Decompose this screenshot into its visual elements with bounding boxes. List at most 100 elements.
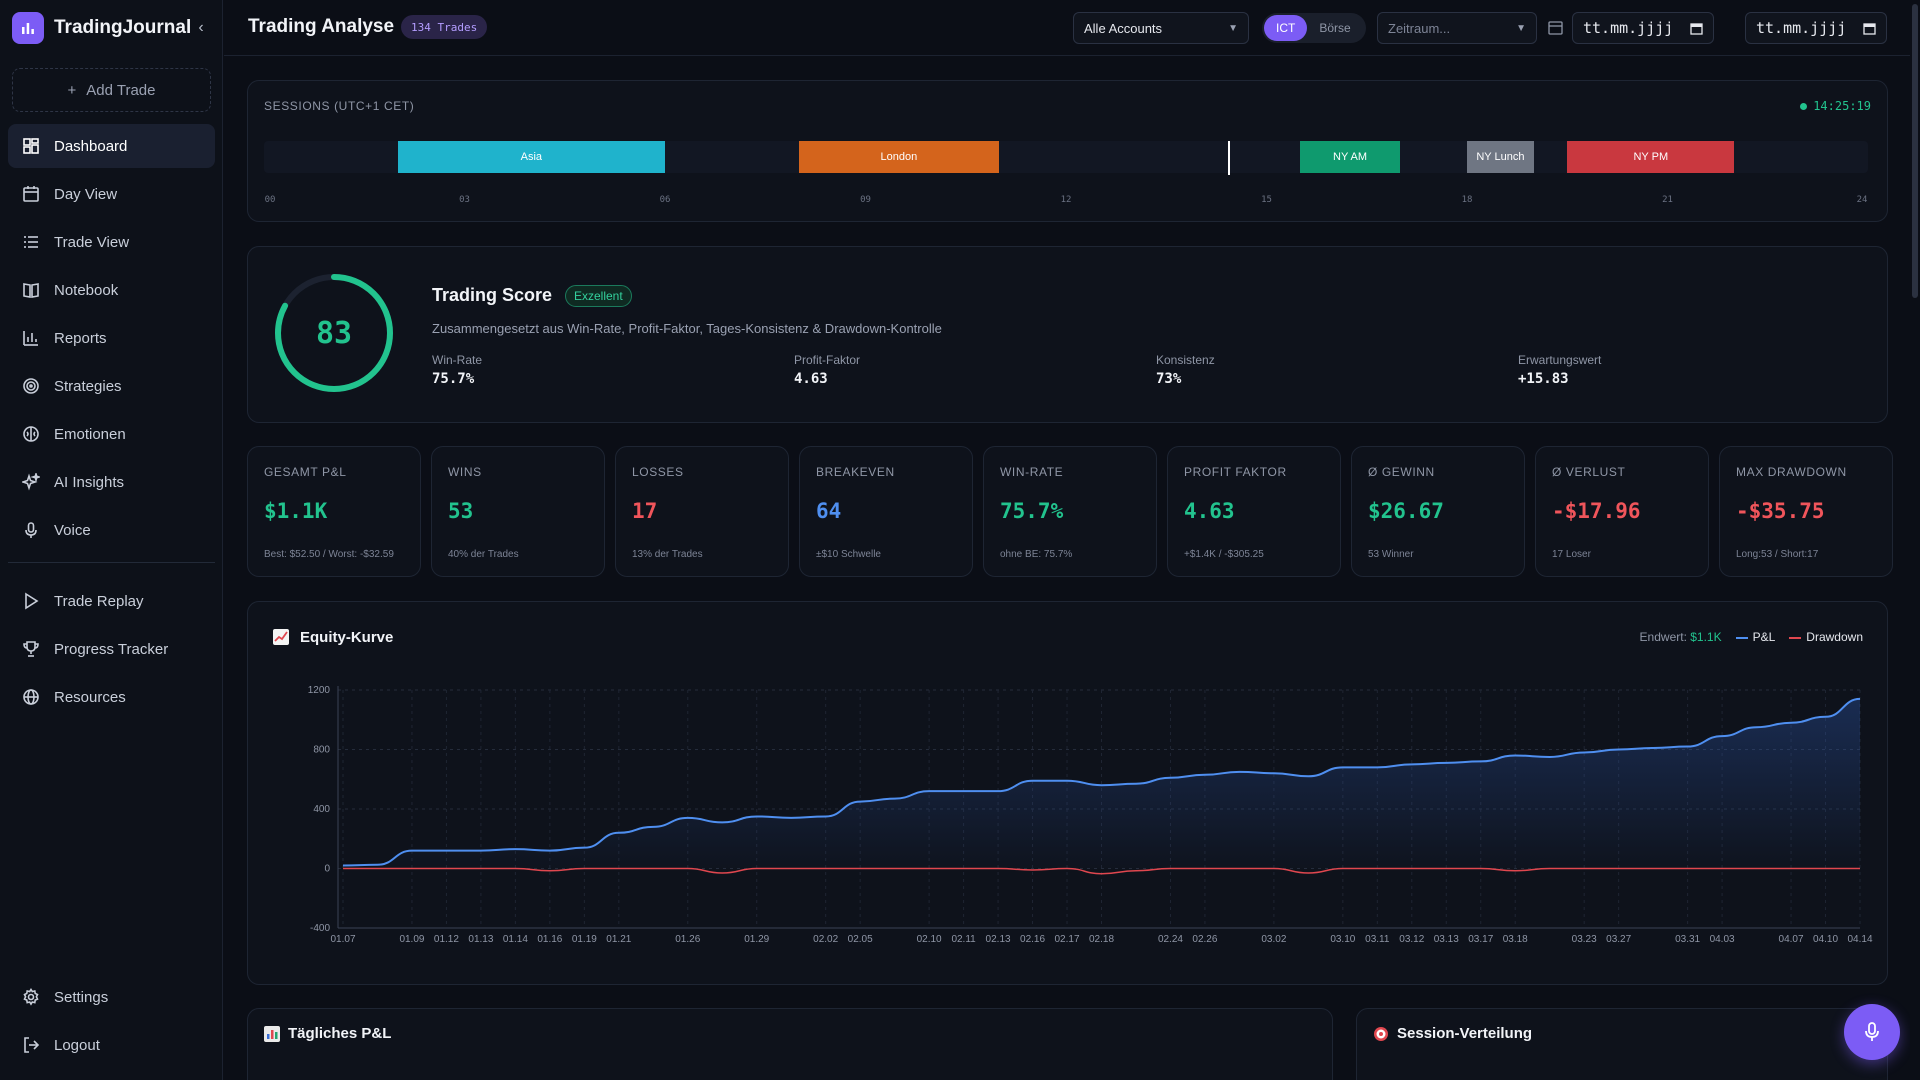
stat-subtext: 17 Loser bbox=[1552, 549, 1591, 560]
x-tick-label: 03.02 bbox=[1261, 934, 1286, 945]
chevron-left-icon[interactable]: ‹ bbox=[198, 19, 204, 36]
daily-pnl-title-text: Tägliches P&L bbox=[288, 1025, 392, 1042]
grid-icon bbox=[23, 138, 39, 154]
stat-subtext: Best: $52.50 / Worst: -$32.59 bbox=[264, 549, 394, 560]
brand[interactable]: TradingJournal bbox=[12, 12, 191, 44]
end-value-amount: $1.1K bbox=[1690, 630, 1722, 644]
sidebar-item-voice[interactable]: Voice bbox=[8, 508, 215, 552]
sidebar-item-strategies[interactable]: Strategies bbox=[8, 364, 215, 408]
chevron-down-icon: ▼ bbox=[1516, 22, 1526, 34]
x-tick-label: 03.23 bbox=[1572, 934, 1597, 945]
equity-title-text: Equity-Kurve bbox=[300, 628, 394, 646]
sidebar-item-trade-view[interactable]: Trade View bbox=[8, 220, 215, 264]
y-tick-label: 800 bbox=[313, 745, 330, 756]
account-select[interactable]: Alle Accounts ▼ bbox=[1073, 12, 1249, 44]
date-from-input[interactable]: tt.mm.jjjj bbox=[1572, 12, 1714, 44]
sidebar-item-resources[interactable]: Resources bbox=[8, 675, 215, 719]
stat-card-gewinn: Ø GEWINN $26.67 53 Winner bbox=[1351, 446, 1525, 577]
mic-icon bbox=[1865, 1022, 1879, 1041]
voice-fab-button[interactable] bbox=[1844, 1004, 1900, 1060]
sidebar-item-logout[interactable]: Logout bbox=[8, 1023, 215, 1067]
toggle-boerse[interactable]: Börse bbox=[1319, 21, 1351, 35]
session-dist-title-text: Session-Verteilung bbox=[1397, 1025, 1533, 1042]
logo-icon bbox=[12, 12, 44, 44]
y-tick-label: 0 bbox=[324, 864, 330, 875]
sidebar-item-ai-insights[interactable]: AI Insights bbox=[8, 460, 215, 504]
x-tick-label: 02.18 bbox=[1089, 934, 1114, 945]
sidebar-item-emotionen[interactable]: Emotionen bbox=[8, 412, 215, 456]
x-tick-label: 02.13 bbox=[986, 934, 1011, 945]
sidebar-item-reports[interactable]: Reports bbox=[8, 316, 215, 360]
y-tick-label: 400 bbox=[313, 804, 330, 815]
session-block-ny-am: NY AM bbox=[1299, 141, 1401, 173]
period-select[interactable]: Zeitraum... ▼ bbox=[1377, 12, 1537, 44]
x-tick-label: 03.31 bbox=[1675, 934, 1700, 945]
stat-label: WINS bbox=[448, 465, 482, 479]
stat-value: 17 bbox=[632, 499, 658, 523]
stat-value: $26.67 bbox=[1368, 499, 1444, 523]
legend-swatch bbox=[1735, 636, 1748, 639]
metric-label: Profit-Faktor bbox=[794, 353, 861, 367]
x-tick-label: 02.26 bbox=[1192, 934, 1217, 945]
score-ring bbox=[275, 274, 393, 392]
session-tick: 09 bbox=[860, 195, 871, 205]
target-icon bbox=[1374, 1026, 1388, 1041]
session-distribution-card: Session-Verteilung bbox=[1356, 1008, 1888, 1080]
stat-label: GESAMT P&L bbox=[264, 465, 347, 479]
nav-divider bbox=[8, 562, 215, 563]
stat-card-max-drawdown: MAX DRAWDOWN -$35.75 Long:53 / Short:17 bbox=[1719, 446, 1893, 577]
session-block-london: London bbox=[798, 141, 1000, 173]
stat-subtext: ohne BE: 75.7% bbox=[1000, 549, 1073, 560]
x-tick-label: 04.07 bbox=[1779, 934, 1804, 945]
session-tick: 24 bbox=[1856, 195, 1868, 205]
scrollbar-thumb[interactable] bbox=[1912, 4, 1918, 298]
stat-label: Ø GEWINN bbox=[1368, 465, 1435, 479]
sidebar-nav: Dashboard Day View Trade View Notebook R… bbox=[8, 124, 215, 723]
equity-title: Equity-Kurve bbox=[272, 628, 393, 646]
x-tick-label: 01.09 bbox=[399, 934, 424, 945]
add-trade-button[interactable]: + Add Trade bbox=[12, 68, 211, 112]
legend-pnl[interactable]: P&L bbox=[1735, 630, 1775, 644]
x-tick-label: 01.07 bbox=[330, 934, 355, 945]
session-block-ny-lunch: NY Lunch bbox=[1467, 141, 1534, 173]
score-metric-consistency: Konsistenz 73% bbox=[1156, 353, 1215, 387]
score-title: Trading Score bbox=[432, 285, 553, 305]
stat-value: -$35.75 bbox=[1736, 499, 1825, 523]
sidebar-item-settings[interactable]: Settings bbox=[8, 975, 215, 1019]
x-tick-label: 03.12 bbox=[1399, 934, 1424, 945]
sidebar-item-label: Voice bbox=[54, 521, 91, 539]
pnl-area bbox=[343, 698, 1860, 869]
date-to-input[interactable]: tt.mm.jjjj bbox=[1745, 12, 1887, 44]
list-icon bbox=[24, 236, 38, 248]
calendar-icon bbox=[23, 186, 39, 202]
page-scrollbar[interactable] bbox=[1910, 0, 1920, 1080]
stat-value: 75.7% bbox=[1000, 499, 1064, 523]
page-title: Trading Analyse bbox=[248, 16, 395, 37]
x-tick-label: 03.10 bbox=[1330, 934, 1355, 945]
x-tick-label: 04.14 bbox=[1847, 934, 1872, 945]
sidebar-item-day-view[interactable]: Day View bbox=[8, 172, 215, 216]
calendar-picker-icon[interactable] bbox=[1863, 22, 1876, 35]
sidebar-item-dashboard[interactable]: Dashboard bbox=[8, 124, 215, 168]
sidebar-item-label: Strategies bbox=[54, 377, 122, 395]
metric-label: Konsistenz bbox=[1156, 353, 1215, 367]
toggle-ict[interactable]: ICT bbox=[1264, 15, 1308, 41]
sidebar-item-label: Emotionen bbox=[54, 425, 126, 443]
stat-card-wins: WINS 53 40% der Trades bbox=[431, 446, 605, 577]
calendar-picker-icon[interactable] bbox=[1690, 22, 1703, 35]
y-tick-label: -400 bbox=[310, 923, 330, 934]
session-tick: 18 bbox=[1461, 195, 1473, 205]
daily-pnl-card: Tägliches P&L bbox=[247, 1008, 1333, 1080]
stat-card-gesamt-p-l: GESAMT P&L $1.1K Best: $52.50 / Worst: -$3… bbox=[247, 446, 421, 577]
stat-value: 64 bbox=[816, 499, 842, 523]
sidebar-item-trade-replay[interactable]: Trade Replay bbox=[8, 579, 215, 623]
session-tick: 21 bbox=[1662, 195, 1673, 205]
x-tick-label: 01.26 bbox=[675, 934, 700, 945]
clock-value: 14:25:19 bbox=[1813, 99, 1871, 113]
legend-drawdown[interactable]: Drawdown bbox=[1789, 630, 1863, 644]
sidebar-item-notebook[interactable]: Notebook bbox=[8, 268, 215, 312]
session-tick: 06 bbox=[659, 195, 671, 205]
metric-label: Win-Rate bbox=[432, 353, 483, 367]
sidebar-item-progress-tracker[interactable]: Progress Tracker bbox=[8, 627, 215, 671]
date-to-value: tt.mm.jjjj bbox=[1756, 19, 1847, 37]
